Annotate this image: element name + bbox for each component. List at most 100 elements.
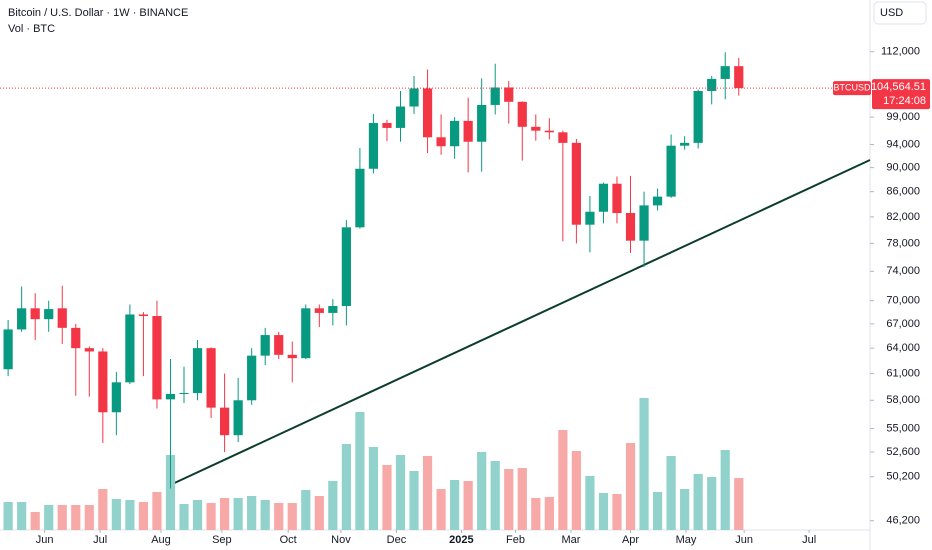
volume-bar <box>274 503 284 530</box>
candle-body <box>395 106 406 128</box>
candle-body <box>287 354 297 359</box>
candle-body <box>179 393 189 395</box>
x-tick-label: Sep <box>212 534 232 546</box>
candle-body <box>450 120 460 147</box>
volume-bar <box>734 478 744 530</box>
volume-bar <box>328 481 338 530</box>
y-tick-label: 52,600 <box>886 446 920 458</box>
x-tick-label: 2025 <box>449 534 473 546</box>
volume-bar <box>71 505 81 530</box>
volume-bar <box>98 489 108 530</box>
volume-bar <box>233 498 243 530</box>
candle-body <box>152 316 162 400</box>
volume-bar <box>165 455 176 530</box>
volume-bar <box>531 498 541 530</box>
volume-bar <box>422 456 433 530</box>
trend-line <box>167 159 871 487</box>
candle-body <box>477 104 487 142</box>
candle-body <box>571 142 581 225</box>
candle-body <box>734 66 744 89</box>
candle-body <box>247 355 257 401</box>
candle-body <box>192 348 203 394</box>
candle-body <box>17 308 27 330</box>
y-tick-label: 67,000 <box>886 318 920 330</box>
candle-body <box>707 78 717 92</box>
volume-bar <box>220 498 230 530</box>
candle-body <box>3 329 13 370</box>
volume-bar <box>707 477 717 530</box>
candle-body <box>84 348 94 352</box>
volume-bar <box>368 447 379 530</box>
volume-bar <box>17 502 27 530</box>
volume-bar <box>152 492 162 530</box>
y-tick-label: 55,000 <box>886 422 920 434</box>
x-tick-label: Jun <box>36 534 54 546</box>
volume-bar <box>44 505 54 530</box>
candle-body <box>57 308 67 328</box>
x-tick-label: Jul <box>802 534 816 546</box>
volume-layer <box>3 398 744 530</box>
volume-bar <box>409 471 419 530</box>
symbol-tag <box>833 81 871 96</box>
x-tick-label: May <box>676 534 697 546</box>
chart-subtitle: Vol · BTC <box>8 23 55 35</box>
volume-bar <box>192 500 203 530</box>
y-tick-label: 78,000 <box>886 237 920 249</box>
volume-bar <box>260 500 270 530</box>
candle-body <box>693 91 703 143</box>
y-tick-label: 64,000 <box>886 342 920 354</box>
volume-bar <box>598 493 609 530</box>
y-tick-label: 99,000 <box>886 111 920 123</box>
volume-bar <box>693 474 703 530</box>
price-tag-label: 104,564.51 <box>871 81 926 93</box>
volume-bar <box>666 456 676 530</box>
y-tick-label: 94,000 <box>886 138 920 150</box>
countdown-label: 17:24:08 <box>883 95 926 107</box>
y-tick-label: 82,000 <box>886 211 920 223</box>
volume-bar <box>477 452 487 530</box>
candle-body <box>436 137 446 147</box>
candle-body <box>422 88 433 138</box>
volume-bar <box>287 503 297 530</box>
currency-button[interactable] <box>873 1 927 25</box>
candle-body <box>260 335 270 356</box>
candle-body <box>165 393 176 400</box>
x-tick-label: Jul <box>93 534 107 546</box>
candle-body <box>409 88 419 107</box>
volume-bar <box>206 503 216 530</box>
y-tick-label: 58,000 <box>886 394 920 406</box>
candle-layer <box>3 52 744 489</box>
symbol-tag-label: BTCUSD <box>833 83 871 93</box>
volume-bar <box>652 492 663 530</box>
y-tick-label: 61,000 <box>886 367 920 379</box>
y-tick-label: 70,000 <box>886 295 920 307</box>
candle-body <box>585 211 595 225</box>
volume-bar <box>585 476 595 530</box>
volume-bar <box>680 489 690 530</box>
y-tick-label: 74,000 <box>886 265 920 277</box>
volume-bar <box>490 461 500 530</box>
candle-body <box>301 308 311 359</box>
candle-body <box>544 130 554 133</box>
volume-bar <box>355 412 365 530</box>
candle-body <box>612 183 622 214</box>
volume-bar <box>571 451 581 530</box>
candle-body <box>125 314 135 383</box>
volume-bar <box>504 469 514 530</box>
candle-body <box>206 348 216 408</box>
candle-body <box>666 145 676 197</box>
candle-body <box>71 327 81 349</box>
candle-body <box>368 123 379 169</box>
candle-body <box>233 400 243 436</box>
currency-label[interactable]: USD <box>880 7 903 19</box>
volume-bar <box>314 496 324 530</box>
x-tick-label: Aug <box>151 534 171 546</box>
y-tick-label: 46,200 <box>886 515 920 527</box>
candle-body <box>639 205 649 241</box>
candle-body <box>138 314 149 317</box>
candle-body <box>504 87 514 102</box>
candle-body <box>30 308 40 320</box>
volume-bar <box>30 512 40 530</box>
